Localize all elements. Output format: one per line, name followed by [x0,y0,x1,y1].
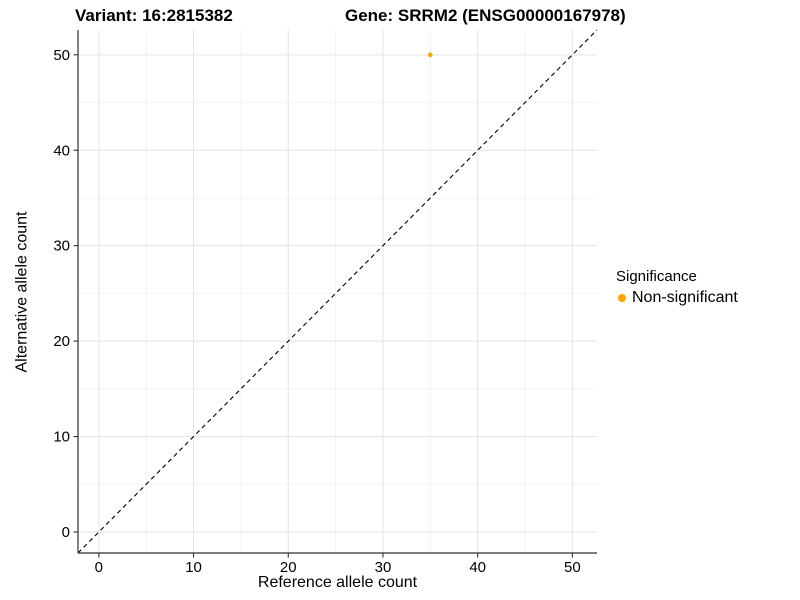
legend: Significance Non-significant [614,268,738,307]
y-tick-label: 50 [53,47,70,64]
data-point [428,52,433,58]
legend-item: Non-significant [614,289,738,307]
x-axis-title: Reference allele count [257,574,418,591]
legend-point-icon [618,294,626,302]
y-tick-label: 10 [53,429,70,446]
y-tick-label: 40 [53,142,70,159]
legend-title: Significance [616,268,697,285]
x-tick-label: 10 [185,559,202,576]
x-tick-label: 0 [95,559,103,576]
identity-dashed-line [77,29,598,554]
y-axis-title: Alternative allele count [13,211,31,373]
y-tick-label: 30 [53,238,70,255]
variant-title: Variant: 16:2815382 [75,6,233,25]
legend-item-label: Non-significant [632,289,738,306]
x-tick-label: 20 [280,559,297,576]
gene-title: Gene: SRRM2 (ENSG00000167978) [345,6,626,25]
x-tick-label: 50 [564,559,581,576]
y-tick-label: 0 [62,524,70,541]
x-tick-label: 40 [469,559,486,576]
x-tick-label: 30 [375,559,392,576]
y-tick-label: 20 [53,333,70,350]
